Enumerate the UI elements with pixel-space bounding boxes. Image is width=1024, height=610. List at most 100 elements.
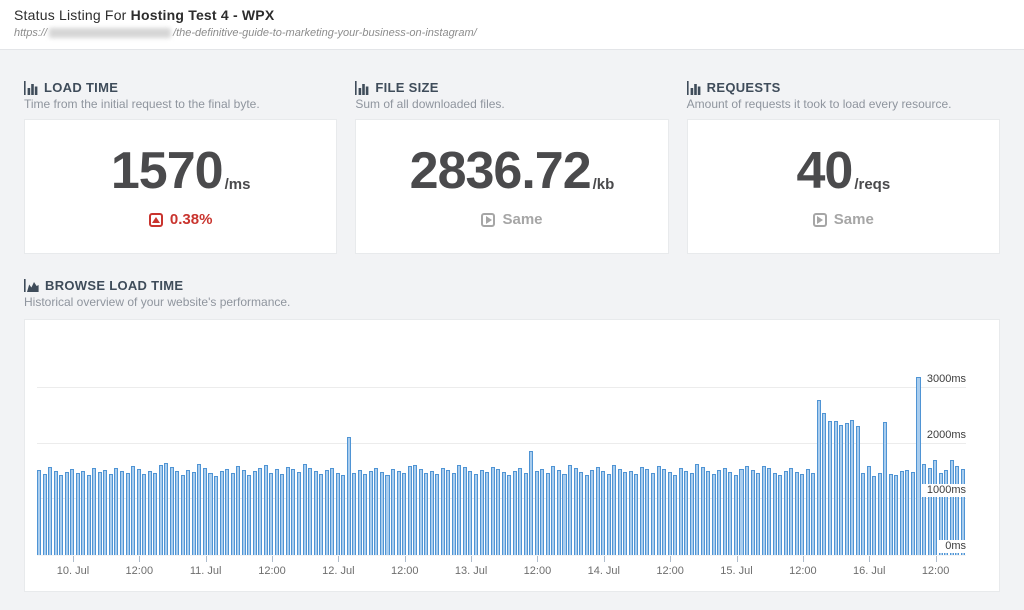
chart-bar[interactable]: [86, 474, 91, 555]
chart-bar[interactable]: [767, 468, 772, 555]
chart-bar[interactable]: [612, 464, 617, 555]
chart-bar[interactable]: [197, 463, 202, 555]
chart-bar[interactable]: [407, 466, 412, 555]
chart-bar[interactable]: [579, 471, 584, 555]
chart-bar[interactable]: [540, 468, 545, 555]
chart-bar[interactable]: [684, 470, 689, 555]
chart-bar[interactable]: [473, 473, 478, 555]
chart-bar[interactable]: [92, 468, 97, 555]
chart-bar[interactable]: [136, 469, 141, 555]
chart-bar[interactable]: [363, 473, 368, 555]
chart-bar[interactable]: [97, 472, 102, 555]
chart-bar[interactable]: [839, 425, 844, 555]
chart-bar[interactable]: [319, 474, 324, 555]
chart-bar[interactable]: [75, 473, 80, 555]
chart-bar[interactable]: [379, 471, 384, 555]
chart-bar[interactable]: [645, 469, 650, 555]
chart-bar[interactable]: [656, 465, 661, 555]
chart-bar[interactable]: [910, 471, 915, 555]
chart-bar[interactable]: [778, 474, 783, 555]
chart-bar[interactable]: [280, 473, 285, 555]
chart-bar[interactable]: [855, 426, 860, 555]
chart-bar[interactable]: [53, 470, 58, 555]
chart-bar[interactable]: [429, 470, 434, 555]
chart-bar[interactable]: [374, 467, 379, 555]
chart-bar[interactable]: [955, 466, 960, 555]
chart-bar[interactable]: [346, 437, 351, 555]
chart-bar[interactable]: [888, 474, 893, 555]
chart-bar[interactable]: [850, 419, 855, 555]
chart-bar[interactable]: [103, 470, 108, 555]
chart-bar[interactable]: [81, 471, 86, 555]
chart-bar[interactable]: [606, 473, 611, 555]
chart-bar[interactable]: [42, 473, 47, 555]
chart-bar[interactable]: [114, 467, 119, 555]
chart-bar[interactable]: [357, 469, 362, 555]
chart-bar[interactable]: [833, 420, 838, 555]
chart-bar[interactable]: [700, 466, 705, 555]
chart-bar[interactable]: [745, 466, 750, 555]
chart-bar[interactable]: [501, 472, 506, 555]
chart-bar[interactable]: [927, 468, 932, 555]
chart-bar[interactable]: [789, 467, 794, 555]
chart-bar[interactable]: [335, 472, 340, 555]
chart-bar[interactable]: [131, 466, 136, 555]
chart-bar[interactable]: [551, 466, 556, 555]
chart-bar[interactable]: [385, 474, 390, 555]
chart-bar[interactable]: [352, 472, 357, 555]
chart-bar[interactable]: [673, 474, 678, 555]
chart-bar[interactable]: [164, 462, 169, 555]
chart-bar[interactable]: [877, 473, 882, 555]
chart-bar[interactable]: [451, 473, 456, 555]
chart-bar[interactable]: [291, 469, 296, 555]
chart-bar[interactable]: [208, 472, 213, 555]
chart-bar[interactable]: [507, 475, 512, 555]
chart-bar[interactable]: [225, 468, 230, 555]
chart-bar[interactable]: [468, 471, 473, 555]
chart-bar[interactable]: [214, 475, 219, 555]
chart-bar[interactable]: [341, 474, 346, 555]
chart-bar[interactable]: [175, 471, 180, 555]
chart-bar[interactable]: [933, 460, 938, 555]
chart-bar[interactable]: [158, 464, 163, 555]
chart-bar[interactable]: [263, 465, 268, 555]
chart-bar[interactable]: [722, 467, 727, 555]
chart-bar[interactable]: [302, 464, 307, 555]
chart-bar[interactable]: [219, 470, 224, 555]
chart-bar[interactable]: [678, 468, 683, 555]
chart-bar[interactable]: [269, 472, 274, 555]
chart-bar[interactable]: [916, 376, 921, 555]
chart-bar[interactable]: [496, 469, 501, 555]
chart-bar[interactable]: [590, 469, 595, 555]
chart-bar[interactable]: [960, 468, 965, 555]
chart-bar[interactable]: [944, 469, 949, 555]
chart-bar[interactable]: [457, 465, 462, 555]
chart-bar[interactable]: [70, 468, 75, 555]
chart-bar[interactable]: [711, 473, 716, 555]
chart-bar[interactable]: [733, 475, 738, 555]
chart-bar[interactable]: [330, 468, 335, 555]
chart-bar[interactable]: [512, 471, 517, 555]
chart-bar[interactable]: [872, 475, 877, 555]
chart-bar[interactable]: [761, 465, 766, 555]
chart-bar[interactable]: [805, 469, 810, 555]
chart-bar[interactable]: [169, 467, 174, 555]
chart-bar[interactable]: [285, 466, 290, 555]
chart-bar[interactable]: [822, 412, 827, 555]
chart-bar[interactable]: [529, 451, 534, 555]
chart-bar[interactable]: [899, 471, 904, 555]
chart-bar[interactable]: [48, 466, 53, 555]
chart-bar[interactable]: [883, 421, 888, 555]
chart-bar[interactable]: [844, 423, 849, 555]
chart-bar[interactable]: [568, 465, 573, 555]
chart-bar[interactable]: [695, 464, 700, 555]
chart-bar[interactable]: [827, 421, 832, 555]
chart-bar[interactable]: [949, 459, 954, 555]
chart-bar[interactable]: [202, 468, 207, 555]
chart-bar[interactable]: [623, 472, 628, 555]
chart-bar[interactable]: [180, 474, 185, 555]
chart-bar[interactable]: [274, 469, 279, 555]
chart-bar[interactable]: [894, 475, 899, 555]
chart-bar[interactable]: [324, 470, 329, 555]
chart-bar[interactable]: [634, 474, 639, 555]
